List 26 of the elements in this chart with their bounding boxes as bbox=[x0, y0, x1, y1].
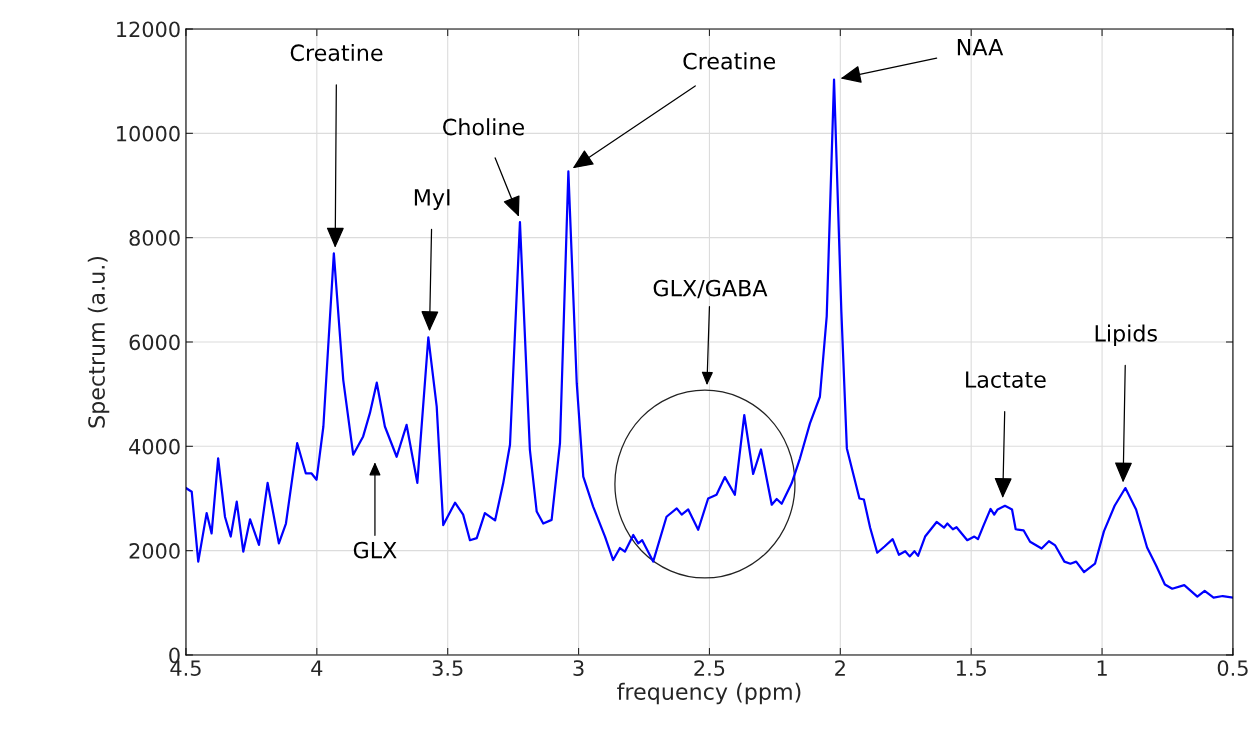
annotation: MyI bbox=[414, 189, 450, 211]
x-tick-label: 2 bbox=[835, 660, 845, 676]
annotation: Creatine bbox=[683, 52, 776, 70]
annotation: GLX bbox=[353, 541, 397, 559]
y-tick-label: 8000 bbox=[129, 230, 180, 246]
annotation: GLX/GABA bbox=[653, 279, 768, 299]
x-tick-label: 0.5 bbox=[1217, 660, 1248, 676]
x-tick-label: 3.5 bbox=[432, 660, 463, 676]
x-axis-title: frequency (ppm) bbox=[617, 682, 801, 705]
y-tick-label: 10000 bbox=[117, 125, 180, 142]
y-tick-label: 4000 bbox=[129, 438, 180, 455]
x-tick-label: 2.5 bbox=[694, 660, 725, 676]
annotation: Lactate bbox=[966, 371, 1046, 388]
x-tick-label: 1 bbox=[1097, 660, 1107, 676]
y-tick-label: 6000 bbox=[129, 334, 180, 351]
annotation: NAA bbox=[957, 38, 1004, 56]
y-tick-label: 12000 bbox=[117, 21, 180, 38]
x-tick-label: 4 bbox=[311, 660, 323, 676]
annotation: Lipids bbox=[1095, 324, 1157, 347]
x-tick-label: 1.5 bbox=[956, 660, 986, 676]
annotation: Choline bbox=[443, 118, 524, 136]
annotation: Creatine bbox=[290, 43, 383, 62]
x-tick-label: 3 bbox=[573, 660, 584, 676]
y-tick-label: 2000 bbox=[129, 543, 180, 559]
y-axis-title: Spectrum (a.u.) bbox=[87, 256, 110, 428]
line-series bbox=[185, 78, 1233, 599]
